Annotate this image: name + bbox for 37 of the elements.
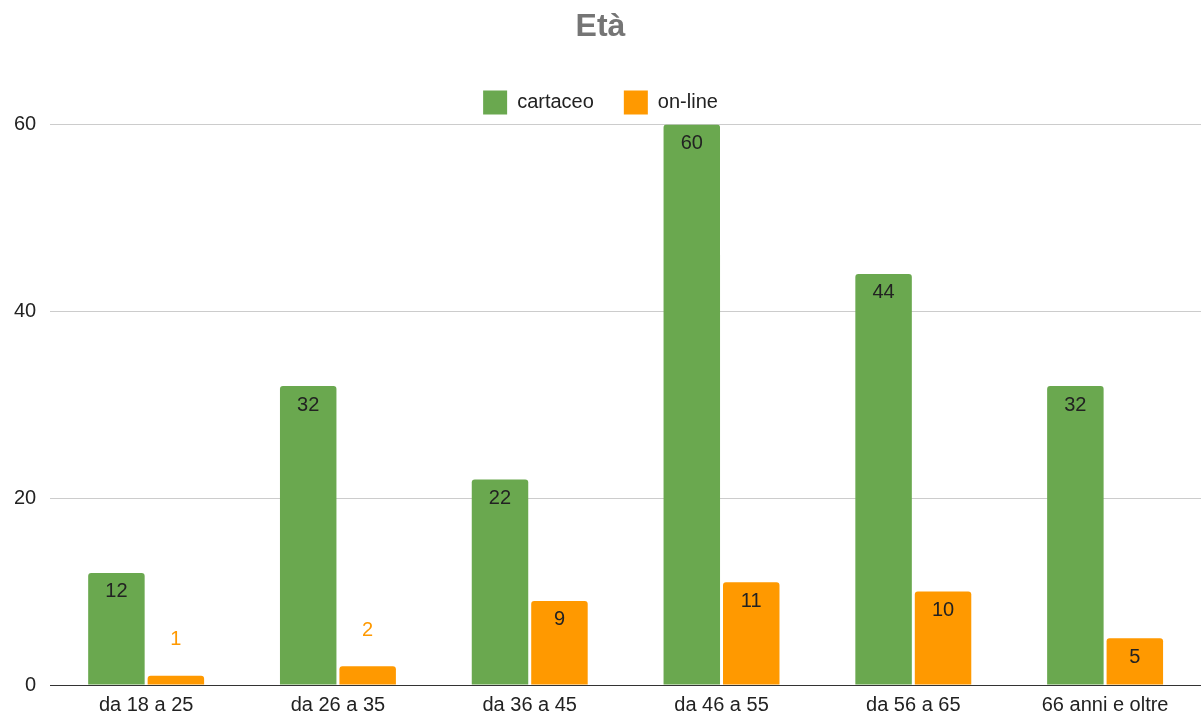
data-label: 5 (1129, 644, 1141, 667)
legend-label: cartaceo (517, 89, 594, 112)
bar (471, 479, 529, 685)
data-label: 2 (362, 617, 374, 640)
y-tick-label: 40 (14, 298, 37, 321)
bar (663, 124, 721, 685)
x-tick-label: da 36 a 45 (482, 692, 577, 715)
legend-label: on-line (657, 89, 718, 112)
bar (723, 582, 780, 685)
data-label: 44 (872, 280, 895, 303)
data-label: 32 (1064, 392, 1087, 415)
bar (914, 591, 972, 685)
data-label: 9 (553, 607, 566, 630)
x-tick-label: da 56 a 65 (866, 692, 961, 715)
chart-title: Età (575, 7, 626, 44)
x-tick-label: da 18 a 25 (98, 692, 194, 715)
bar (1047, 386, 1104, 685)
y-tick-label: 20 (14, 485, 37, 508)
x-tick-label: da 46 a 55 (674, 692, 769, 715)
data-label: 22 (488, 485, 512, 508)
bar (279, 386, 337, 685)
x-tick-label: 66 anni e oltre (1041, 692, 1169, 715)
y-tick-label: 60 (14, 111, 37, 134)
data-label: 11 (740, 588, 762, 611)
x-tick-label: da 26 a 35 (290, 692, 386, 715)
data-label: 60 (680, 130, 703, 153)
bar (855, 273, 912, 685)
data-label: 12 (105, 579, 128, 602)
bar (1106, 638, 1164, 685)
bar (339, 666, 396, 685)
bar (88, 572, 145, 685)
data-label: 10 (931, 598, 955, 621)
bar (531, 600, 588, 685)
data-label: 32 (297, 392, 320, 415)
bar (147, 675, 205, 685)
data-label: 1 (170, 627, 182, 650)
y-tick-label: 0 (25, 672, 37, 695)
